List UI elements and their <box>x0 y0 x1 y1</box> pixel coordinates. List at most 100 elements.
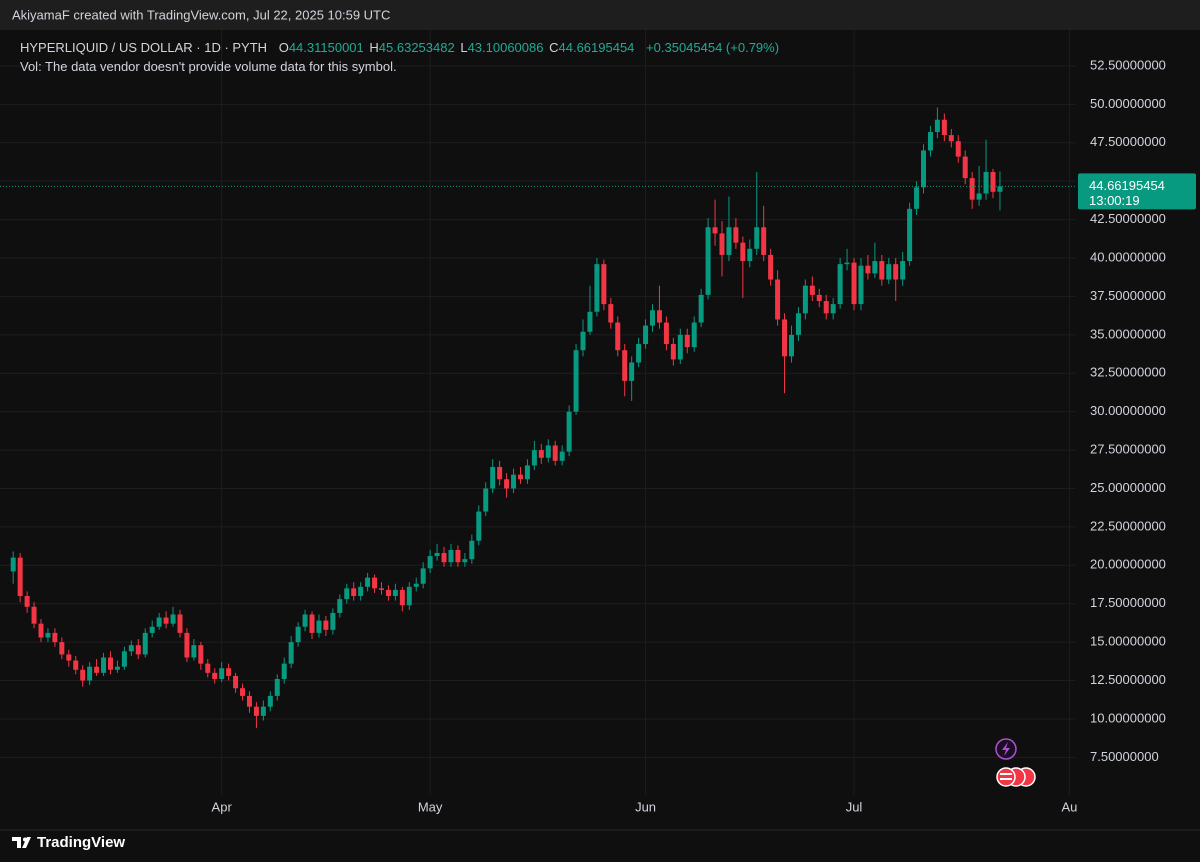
legend-label: L <box>460 40 468 55</box>
y-tick-label: 22.50000000 <box>1090 518 1166 533</box>
candle-body <box>260 706 266 716</box>
candle-body <box>914 187 920 209</box>
candle-body <box>302 614 308 627</box>
candle-body <box>969 178 975 200</box>
candle-body <box>990 171 996 192</box>
candle-body <box>941 119 947 136</box>
candle-body <box>483 488 489 512</box>
candle-body <box>559 451 565 461</box>
last-price-label: 44.66195454 <box>1089 178 1165 193</box>
candle-body <box>733 227 739 243</box>
candle-body <box>511 474 517 489</box>
candle-body <box>253 706 259 716</box>
candle-body <box>782 319 788 357</box>
legend-label: C <box>549 40 559 55</box>
candle-body <box>893 264 899 280</box>
candle-body <box>517 474 523 480</box>
y-tick-label: 15.00000000 <box>1090 634 1166 649</box>
candle-body <box>73 660 79 670</box>
candle-body <box>761 227 767 255</box>
legend-value: 43.10060086 <box>467 40 544 55</box>
legend-value: 44.66195454 <box>558 40 635 55</box>
candle-body <box>636 344 642 363</box>
candle-body <box>212 672 218 679</box>
y-tick-label: 20.00000000 <box>1090 557 1166 572</box>
candle-body <box>476 511 482 541</box>
candle-body <box>948 135 954 142</box>
candle-body <box>469 540 475 560</box>
candle-body <box>907 208 913 262</box>
logo-mark <box>12 837 31 848</box>
legend-value: 45.63253482 <box>378 40 455 55</box>
candle-body <box>323 620 329 630</box>
candle-body <box>976 193 982 200</box>
y-tick-label: 52.50000000 <box>1090 57 1166 72</box>
candle-body <box>497 466 503 480</box>
y-tick-label: 40.00000000 <box>1090 249 1166 264</box>
candle-body <box>566 411 572 452</box>
credit: AkiyamaF created with TradingView.com, J… <box>12 7 390 22</box>
countdown-label: 13:00:19 <box>1089 193 1140 208</box>
candle-body <box>10 557 16 572</box>
candle-body <box>184 632 190 658</box>
candle-body <box>441 553 447 563</box>
candle-body <box>378 588 384 590</box>
candle-body <box>107 657 113 670</box>
candle-body <box>330 612 336 630</box>
candle-body <box>295 626 301 643</box>
candle-body <box>670 344 676 360</box>
candle-body <box>17 557 23 597</box>
candle-body <box>462 559 468 563</box>
candle-body <box>656 310 662 323</box>
candle-body <box>983 171 989 194</box>
candle-body <box>531 450 537 466</box>
candles <box>10 107 1003 729</box>
candle-body <box>267 695 273 707</box>
candle-body <box>663 322 669 345</box>
candle-body <box>372 577 378 589</box>
candle-body <box>80 669 86 681</box>
candle-body <box>886 264 892 280</box>
candle-body <box>768 254 774 280</box>
candle-body <box>997 186 1003 192</box>
candle-body <box>24 596 30 607</box>
candle-body <box>740 242 746 262</box>
candle-body <box>712 227 718 234</box>
candle-body <box>837 264 843 305</box>
candle-body <box>601 264 607 305</box>
candle-body <box>927 132 933 151</box>
candle-body <box>865 265 871 274</box>
candle-body <box>413 583 419 587</box>
candle-body <box>121 651 127 667</box>
candle-body <box>101 657 107 673</box>
candle-body <box>170 614 176 624</box>
legend-change: +0.35045454 (+0.79%) <box>646 40 780 55</box>
candle-body <box>650 310 656 326</box>
candle-body <box>629 362 635 381</box>
candle-body <box>163 617 169 624</box>
candle-body <box>545 445 551 458</box>
candle-body <box>45 632 51 638</box>
candle-body <box>726 227 732 255</box>
candle-body <box>677 334 683 360</box>
candle-body <box>622 350 628 381</box>
candle-body <box>802 285 808 314</box>
candle-body <box>344 588 350 600</box>
candle-body <box>872 261 878 274</box>
chart-panel <box>0 30 1200 830</box>
candle-body <box>427 556 433 569</box>
candle-body <box>455 549 461 563</box>
candle-body <box>573 350 579 412</box>
y-tick-label: 47.50000000 <box>1090 134 1166 149</box>
candle-body <box>420 568 426 584</box>
y-tick-label: 30.00000000 <box>1090 403 1166 418</box>
candle-body <box>830 304 836 314</box>
candle-body <box>191 645 197 658</box>
ohlc-legend: HYPERLIQUID / US DOLLAR · 1D · PYTH O44.… <box>20 38 779 76</box>
y-tick-label: 42.50000000 <box>1090 211 1166 226</box>
candle-body <box>365 577 371 587</box>
candle-body <box>288 642 294 664</box>
y-tick-label: 10.00000000 <box>1090 710 1166 725</box>
